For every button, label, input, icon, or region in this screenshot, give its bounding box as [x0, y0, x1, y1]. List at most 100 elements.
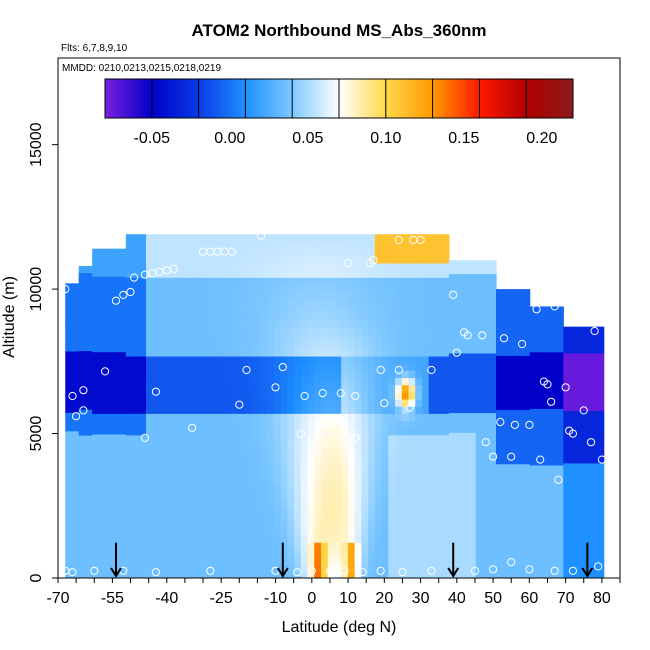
heatmap-cell [253, 413, 262, 422]
heatmap-cell [132, 327, 140, 336]
heatmap-cell [381, 298, 389, 307]
heatmap-cell [240, 549, 248, 558]
heatmap-cell [92, 481, 100, 490]
heatmap-cell [71, 449, 80, 456]
heatmap-cell [381, 556, 389, 565]
heatmap-cell [381, 463, 389, 472]
heatmap-cell [421, 262, 430, 271]
heatmap-cell [576, 384, 585, 391]
heatmap-cell [347, 255, 356, 264]
heatmap-cell [85, 454, 93, 462]
heatmap-cell [482, 319, 490, 328]
heatmap-cell [253, 506, 262, 515]
heatmap-cell [596, 536, 605, 542]
heatmap-cell [395, 341, 403, 350]
heatmap-cell [112, 413, 120, 421]
heatmap-cell [146, 313, 154, 321]
heatmap-cell [240, 463, 248, 472]
heatmap-cell [469, 518, 477, 526]
heatmap-cell [489, 558, 497, 566]
heatmap-cell [125, 513, 134, 522]
heatmap-cell [166, 241, 174, 250]
heatmap-cell [543, 312, 551, 319]
heatmap-cell [280, 499, 288, 507]
heatmap-cell [179, 363, 187, 371]
heatmap-cell [570, 405, 578, 412]
heatmap-cell [260, 305, 268, 314]
heatmap-cell [112, 365, 120, 373]
heatmap-cell [92, 447, 100, 456]
heatmap-cell [395, 441, 403, 450]
heatmap-cell [78, 357, 87, 365]
heatmap-cell [421, 277, 430, 285]
heatmap-cell [213, 363, 221, 371]
heatmap-cell [78, 552, 87, 560]
heatmap-cell [469, 326, 477, 334]
heatmap-cell [267, 327, 275, 336]
heatmap-cell [596, 410, 605, 417]
heatmap-cell [186, 470, 194, 479]
heatmap-cell [179, 270, 187, 278]
heatmap-cell [401, 277, 410, 285]
heatmap-cell [570, 368, 578, 375]
x-tick-label: 10 [339, 590, 357, 607]
heatmap-cell [152, 563, 161, 572]
heatmap-cell [570, 504, 578, 511]
heatmap-cell [193, 427, 201, 436]
heatmap-cell [475, 531, 484, 539]
heatmap-cell [442, 470, 450, 479]
heatmap-cell [529, 521, 537, 528]
heatmap-cell [98, 317, 107, 325]
heatmap-cell [146, 456, 154, 465]
heatmap-cell [448, 359, 457, 367]
heatmap-cell [388, 270, 396, 278]
heatmap-cell [327, 370, 336, 379]
heatmap-cell [583, 483, 591, 490]
heatmap-cell [448, 498, 457, 506]
heatmap-cell [226, 284, 235, 293]
heatmap-cell [522, 421, 531, 429]
heatmap-cell [529, 532, 537, 539]
heatmap-cell [146, 377, 154, 386]
heatmap-cell [563, 331, 571, 338]
heatmap-cell [294, 513, 302, 522]
sample-point [206, 566, 215, 575]
heatmap-cell [193, 370, 201, 379]
heatmap-cell [186, 398, 194, 407]
heatmap-cell [98, 427, 107, 435]
heatmap-cell [361, 370, 369, 379]
heatmap-cell [341, 406, 349, 414]
heatmap-cell [220, 456, 228, 465]
heatmap-cell [448, 538, 457, 546]
heatmap-cell [92, 248, 100, 257]
heatmap-cell [462, 432, 470, 440]
heatmap-cell [570, 541, 578, 548]
heatmap-cell [469, 280, 477, 288]
heatmap-cell [496, 361, 504, 368]
heatmap-cell [267, 556, 275, 565]
heatmap-cell [368, 320, 376, 328]
heatmap-cell [71, 363, 80, 370]
heatmap-cell [502, 511, 511, 519]
heatmap-cell [105, 282, 113, 291]
heatmap-cell [112, 296, 120, 305]
sample-point [90, 566, 99, 575]
heatmap-cell [509, 313, 517, 320]
heatmap-cell [361, 327, 369, 336]
heatmap-cell [179, 370, 187, 379]
heatmap-cell [267, 413, 275, 422]
heatmap-cell [368, 406, 376, 414]
heatmap-cell [267, 270, 275, 278]
heatmap-cell [496, 481, 504, 489]
heatmap-cell [226, 327, 235, 336]
heatmap-cell [260, 377, 268, 386]
heatmap-cell [139, 427, 147, 436]
heatmap-cell [590, 504, 598, 511]
heatmap-cell [287, 291, 295, 300]
heatmap-cell [489, 319, 497, 328]
heatmap-cell [179, 570, 187, 578]
heatmap-cell [119, 454, 127, 462]
heatmap-cell [556, 340, 564, 347]
heatmap-cell [321, 499, 329, 507]
heatmap-cell [294, 441, 302, 450]
